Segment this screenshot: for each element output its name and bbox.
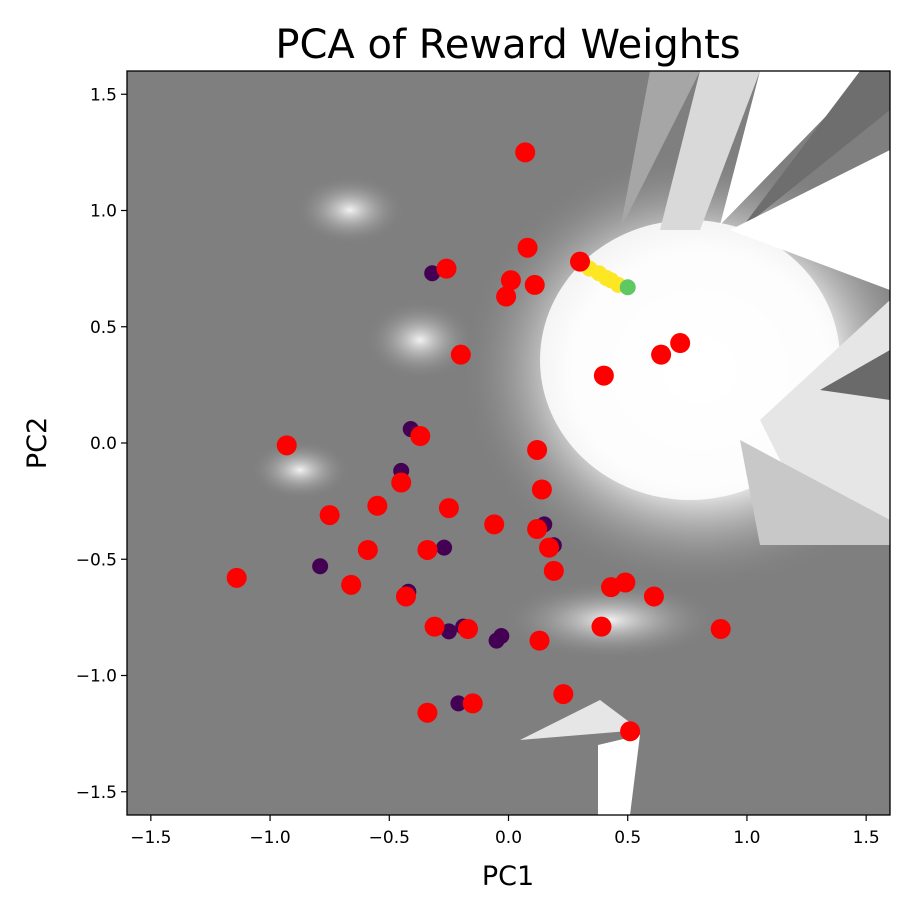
map-lower-blob <box>500 580 720 660</box>
map-left-lower-blob <box>250 440 350 500</box>
scatter-point <box>670 333 691 354</box>
scatter-point <box>417 702 438 723</box>
scatter-point <box>496 286 517 307</box>
y-tick-label: 1.0 <box>90 202 117 222</box>
scatter-point <box>440 623 457 640</box>
scatter-point <box>436 258 457 279</box>
y-tick-label: 0.5 <box>90 318 117 338</box>
x-tick-label: 1.0 <box>733 828 760 848</box>
scatter-point <box>517 237 538 258</box>
x-tick-label: −1.0 <box>249 828 290 848</box>
scatter-point <box>457 619 478 639</box>
scatter-point <box>593 365 614 386</box>
y-tick-label: −1.5 <box>76 783 117 803</box>
y-tick-label: 0.0 <box>90 434 117 454</box>
map-mid-blob <box>365 300 475 380</box>
scatter-point <box>410 426 431 447</box>
scatter-point <box>500 270 521 291</box>
map-bottom-shard <box>520 700 640 740</box>
map-ray-bottom-right <box>740 440 890 545</box>
y-tick-label: −1.0 <box>76 667 117 687</box>
map-bottom-streak <box>598 735 640 815</box>
scatter-point <box>527 439 548 460</box>
map-ray-dark-band <box>740 71 890 230</box>
x-tick-label: 1.5 <box>853 828 880 848</box>
scatter-point <box>524 274 545 295</box>
scatter-point <box>424 265 441 282</box>
scatter-point <box>515 142 536 163</box>
scatter-point <box>462 693 483 714</box>
scatter-point <box>276 435 297 456</box>
scatter-point <box>543 560 564 581</box>
scatter-point <box>620 721 641 742</box>
map-ray-top <box>660 71 760 230</box>
x-axis-label: PC1 <box>482 861 534 892</box>
y-tick-label: 1.5 <box>90 85 117 105</box>
x-tick-label: 0.5 <box>614 828 641 848</box>
scatter-points <box>226 142 731 742</box>
y-axis-label: PC2 <box>22 417 53 469</box>
map-left-blob <box>295 175 405 245</box>
scatter-point <box>450 344 471 365</box>
scatter-point <box>424 616 445 637</box>
scatter-point <box>529 630 550 651</box>
scatter-point <box>357 539 378 560</box>
scatter-point <box>391 472 412 493</box>
scatter-point <box>436 539 453 556</box>
scatter-point <box>226 567 247 588</box>
scatter-point <box>591 616 612 637</box>
scatter-point <box>531 479 552 500</box>
scatter-point <box>312 558 329 575</box>
scatter-point <box>570 251 591 272</box>
scatter-point <box>527 519 548 540</box>
scatter-point <box>539 537 560 558</box>
scatter-point <box>417 539 438 560</box>
y-axis-ticks: −1.5 −1.0 −0.5 0.0 0.5 1.0 1.5 <box>76 85 127 803</box>
scatter-point <box>484 514 505 535</box>
scatter-point <box>438 498 459 519</box>
background-surface-map <box>127 71 890 815</box>
scatter-point <box>619 279 636 296</box>
scatter-point <box>341 574 362 595</box>
x-tick-label: 0.0 <box>495 828 522 848</box>
scatter-point <box>651 344 672 365</box>
scatter-point <box>367 495 388 516</box>
scatter-point <box>710 619 731 639</box>
map-ray-right-dark <box>820 350 890 400</box>
map-ray-upper-left <box>620 71 700 230</box>
y-tick-label: −0.5 <box>76 550 117 570</box>
scatter-point <box>395 586 416 607</box>
x-tick-label: −1.5 <box>130 828 171 848</box>
x-tick-label: −0.5 <box>369 828 410 848</box>
scatter-point <box>493 627 510 644</box>
scatter-point <box>450 695 467 712</box>
x-axis-ticks: −1.5 −1.0 −0.5 0.0 0.5 1.0 1.5 <box>130 815 880 848</box>
scatter-point <box>553 684 574 705</box>
chart-title: PCA of Reward Weights <box>275 22 740 68</box>
scatter-point <box>643 586 664 607</box>
map-ray-right-upper <box>730 150 890 290</box>
scatter-point <box>601 577 622 598</box>
scatter-point <box>319 505 340 526</box>
